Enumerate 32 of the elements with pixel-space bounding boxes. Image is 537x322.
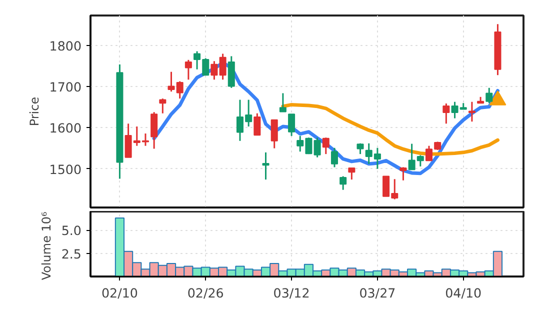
candlestick [270,119,278,150]
x-tick-label: 02/26 [187,286,224,300]
y-tick-label: 1500 [49,162,82,177]
candlestick [322,136,330,155]
candlestick [262,152,270,180]
y-tick-label: 1600 [49,120,82,136]
candlestick [400,166,407,182]
y-tick-label: 1800 [49,38,82,54]
candlestick [279,92,286,112]
candlestick [219,52,226,80]
candlestick [442,102,450,124]
candlestick [468,101,476,122]
candlestick [340,176,347,191]
y-tick-label: 1700 [49,80,82,95]
x-tick-label: 04/10 [445,286,482,300]
y-axis-title: Volume 10⁶ [39,211,54,280]
x-tick-label: 02/10 [101,286,138,300]
candlestick [486,87,493,104]
candlestick [210,60,218,80]
x-tick-label: 03/27 [359,286,396,300]
candlestick [314,136,321,158]
candlestick [288,113,296,137]
y-tick-label: 5.0 [61,223,82,238]
candlestick [184,59,192,80]
candlestick [348,167,356,180]
candlestick [150,111,158,150]
x-tick-label: 03/12 [273,286,310,300]
y-axis-title: Price [27,96,42,126]
candlestick [330,147,338,168]
candlestick [254,112,261,136]
y-tick-label: 2.5 [61,246,82,262]
candlestick [159,98,166,114]
